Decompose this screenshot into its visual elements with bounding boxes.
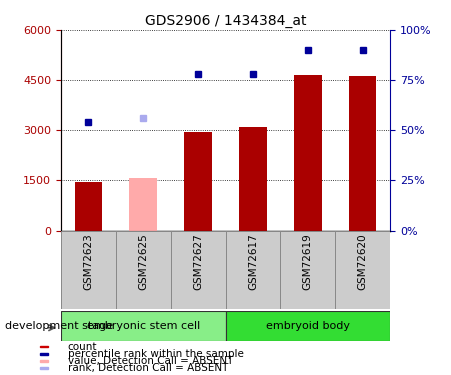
Text: GSM72620: GSM72620 bbox=[358, 233, 368, 290]
Bar bbox=[40, 360, 48, 362]
Text: development stage: development stage bbox=[5, 321, 113, 331]
Text: GSM72619: GSM72619 bbox=[303, 233, 313, 290]
Text: GSM72627: GSM72627 bbox=[193, 233, 203, 290]
Text: value, Detection Call = ABSENT: value, Detection Call = ABSENT bbox=[68, 356, 233, 366]
Text: GSM72625: GSM72625 bbox=[138, 233, 148, 290]
Title: GDS2906 / 1434384_at: GDS2906 / 1434384_at bbox=[145, 13, 306, 28]
Text: count: count bbox=[68, 342, 97, 352]
Text: GSM72623: GSM72623 bbox=[83, 233, 93, 290]
Text: GSM72617: GSM72617 bbox=[248, 233, 258, 290]
Bar bbox=[226, 311, 390, 341]
Bar bbox=[294, 75, 322, 231]
Bar bbox=[226, 231, 281, 309]
Bar bbox=[40, 346, 48, 348]
Bar bbox=[349, 76, 377, 231]
Bar bbox=[116, 231, 170, 309]
Bar bbox=[184, 132, 212, 231]
Bar bbox=[61, 231, 116, 309]
Bar bbox=[129, 178, 157, 231]
Text: embryoid body: embryoid body bbox=[266, 321, 350, 331]
Bar bbox=[40, 367, 48, 369]
Text: percentile rank within the sample: percentile rank within the sample bbox=[68, 349, 244, 358]
Bar bbox=[61, 311, 226, 341]
Bar bbox=[74, 182, 102, 231]
Bar bbox=[281, 231, 335, 309]
Bar bbox=[170, 231, 226, 309]
Text: embryonic stem cell: embryonic stem cell bbox=[87, 321, 200, 331]
Bar bbox=[40, 353, 48, 354]
Text: rank, Detection Call = ABSENT: rank, Detection Call = ABSENT bbox=[68, 363, 228, 373]
Bar bbox=[335, 231, 390, 309]
Bar bbox=[239, 127, 267, 231]
